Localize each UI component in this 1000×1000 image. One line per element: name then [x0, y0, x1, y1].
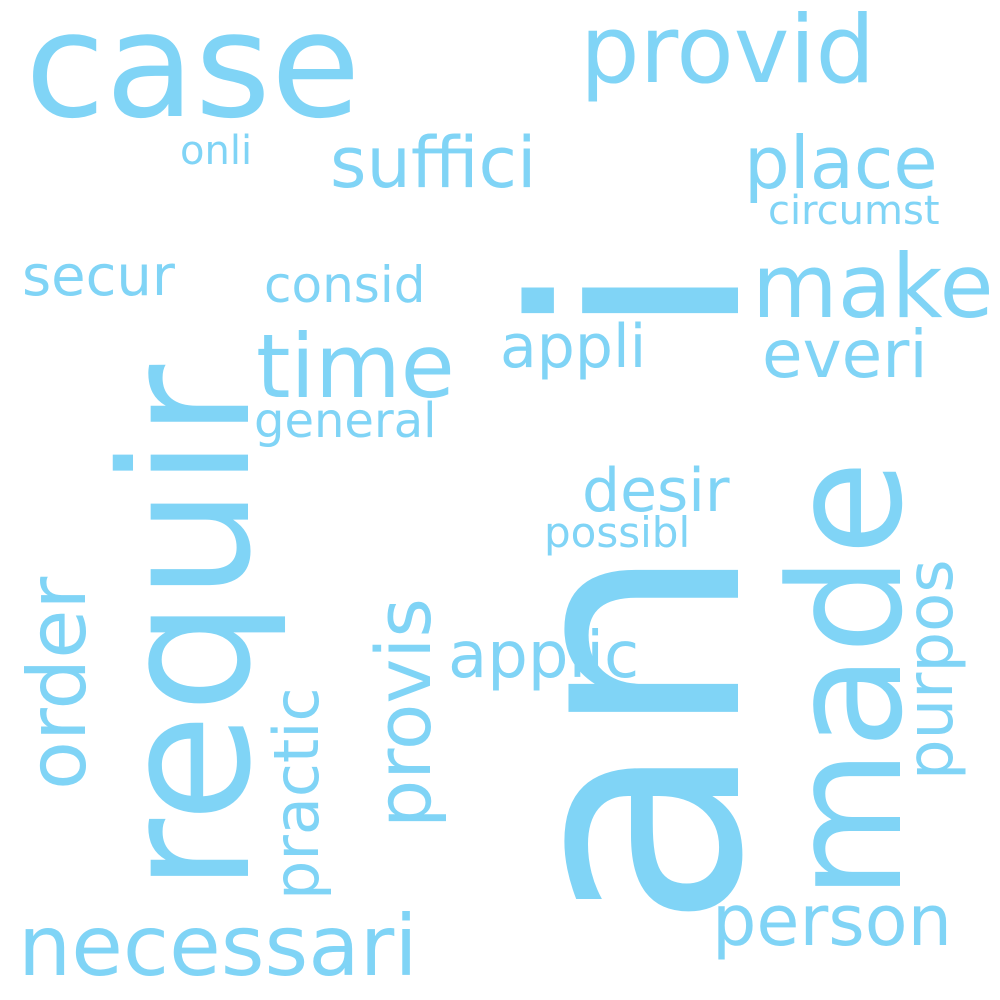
word-secur: secur	[22, 244, 176, 309]
word-purpos: purpos	[894, 559, 968, 780]
word-circumst: circumst	[768, 188, 940, 234]
word-practic: practic	[260, 687, 333, 900]
word-onli: onli	[180, 128, 252, 174]
word-case: case	[25, 0, 361, 151]
word-suffici: suffici	[330, 122, 536, 204]
word-desir: desir	[582, 456, 730, 526]
word-person: person	[712, 880, 952, 962]
word-place: place	[744, 121, 938, 205]
word-provis: provis	[359, 598, 448, 828]
word-provid: provid	[580, 0, 875, 105]
word-appli: appli	[500, 312, 646, 382]
word-an: an	[451, 544, 812, 930]
word-requir: requir	[83, 364, 290, 892]
word-consid: consid	[264, 256, 425, 314]
word-order: order	[11, 577, 104, 790]
word-applic: applic	[448, 619, 639, 693]
word-made: made	[756, 460, 937, 900]
word-possibl: possibl	[544, 508, 690, 557]
word-i: i	[474, 261, 806, 340]
word-make: make	[752, 235, 994, 338]
word-general: general	[254, 393, 436, 449]
word-time: time	[256, 315, 455, 418]
word-everi: everi	[762, 316, 928, 393]
word-necessari: necessari	[18, 897, 418, 995]
